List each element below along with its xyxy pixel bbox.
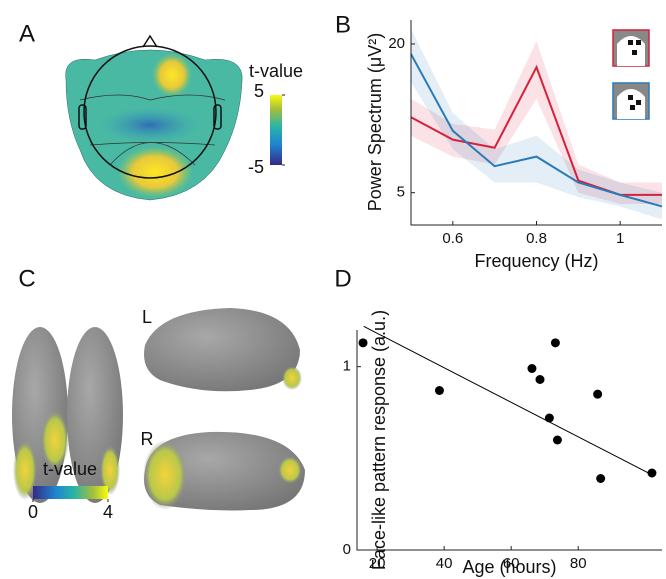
data-point bbox=[545, 414, 554, 423]
fit-line bbox=[364, 326, 652, 475]
data-point bbox=[551, 338, 560, 347]
brain-renders bbox=[12, 308, 305, 510]
colorbar-tick-label: 0 bbox=[28, 502, 38, 522]
x-tick-label: 80 bbox=[570, 555, 587, 572]
panel-letter: B bbox=[335, 11, 351, 38]
x-tick-label: 1 bbox=[616, 230, 624, 247]
panel-letter: C bbox=[18, 265, 35, 292]
colorbar-tick-label: 4 bbox=[103, 502, 113, 522]
y-axis-label: Power Spectrum (μV²) bbox=[365, 33, 385, 211]
y-tick-label: 1 bbox=[343, 358, 351, 375]
colorbar-label: t-value bbox=[249, 61, 303, 81]
data-point bbox=[527, 364, 536, 373]
x-tick-label: 0.6 bbox=[442, 230, 463, 247]
data-point bbox=[596, 474, 605, 483]
data-point bbox=[593, 390, 602, 399]
view-label: L bbox=[142, 307, 152, 327]
colorbar-tick-label: -5 bbox=[248, 157, 264, 177]
data-point bbox=[536, 375, 545, 384]
x-axis-label: Age (hours) bbox=[462, 557, 556, 577]
data-point bbox=[553, 436, 562, 445]
data-point bbox=[359, 338, 368, 347]
view-label: R bbox=[141, 429, 154, 449]
y-tick-label: 20 bbox=[388, 35, 405, 52]
axes bbox=[357, 330, 662, 550]
data-point bbox=[647, 469, 656, 478]
stimulus-icons bbox=[613, 30, 649, 119]
x-tick-label: 40 bbox=[436, 555, 453, 572]
x-axis-label: Frequency (Hz) bbox=[474, 251, 598, 271]
colorbar-label: t-value bbox=[43, 459, 97, 479]
data-point bbox=[435, 386, 444, 395]
colorbar-tick-label: 5 bbox=[254, 81, 264, 101]
panel-letter: A bbox=[19, 20, 35, 47]
y-tick-label: 0 bbox=[343, 541, 351, 558]
figure: At-value5-5B5200.60.81Frequency (Hz)Powe… bbox=[0, 0, 666, 579]
y-axis-label: Face-like pattern response (a.u.) bbox=[369, 310, 389, 570]
y-tick-label: 5 bbox=[397, 184, 405, 201]
panel-letter: D bbox=[334, 265, 351, 292]
x-tick-label: 0.8 bbox=[526, 230, 547, 247]
